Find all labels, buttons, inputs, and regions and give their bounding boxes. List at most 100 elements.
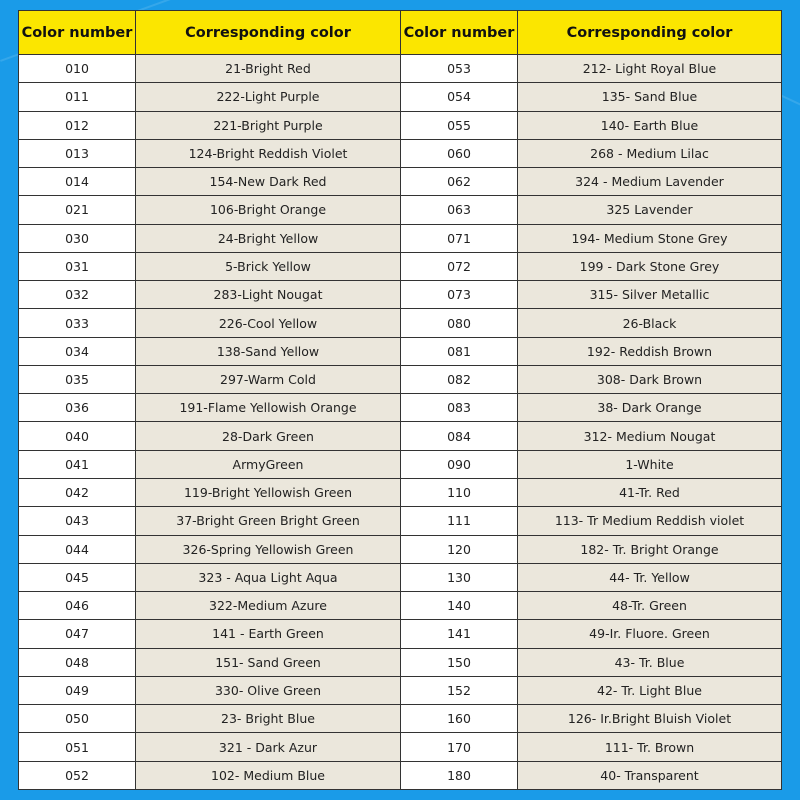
color-number-cell: 140 (400, 591, 518, 621)
color-number-cell: 072 (400, 251, 518, 282)
color-number-cell: 042 (18, 477, 136, 508)
corresponding-color-cell: 141 - Earth Green (135, 619, 401, 649)
header-row: Color number Corresponding color Color n… (18, 10, 782, 55)
corresponding-color-cell: 124-Bright Reddish Violet (135, 138, 401, 169)
color-number-cell: 040 (18, 421, 136, 451)
header-color-number: Color number (18, 10, 136, 55)
corresponding-color-cell: 226-Cool Yellow (135, 308, 401, 338)
color-number-cell: 152 (400, 675, 518, 706)
color-number-cell: 036 (18, 393, 136, 423)
color-number-cell: 033 (18, 308, 136, 338)
corresponding-color-cell: 222-Light Purple (135, 82, 401, 112)
color-number-cell: 141 (400, 619, 518, 649)
color-number-cell: 055 (400, 110, 518, 140)
corresponding-color-cell: 1-White (517, 449, 782, 479)
color-number-cell: 032 (18, 280, 136, 310)
corresponding-color-cell: 5-Brick Yellow (135, 251, 401, 282)
table-row: 049 330- Olive Green 152 42- Tr. Light Blue (18, 675, 782, 706)
color-number-cell: 170 (400, 732, 518, 762)
color-number-cell: 082 (400, 364, 518, 395)
color-number-cell: 110 (400, 477, 518, 508)
corresponding-color-cell: 24-Bright Yellow (135, 223, 401, 253)
corresponding-color-cell: 38- Dark Orange (517, 393, 782, 423)
corresponding-color-cell: 315- Silver Metallic (517, 280, 782, 310)
corresponding-color-cell: 113- Tr Medium Reddish violet (517, 506, 782, 536)
color-number-cell: 030 (18, 223, 136, 253)
corresponding-color-cell: 135- Sand Blue (517, 82, 782, 112)
table-row: 011 222-Light Purple 054 135- Sand Blue (18, 82, 782, 112)
color-number-cell: 047 (18, 619, 136, 649)
color-number-cell: 081 (400, 336, 518, 366)
corresponding-color-cell: 48-Tr. Green (517, 591, 782, 621)
color-number-cell: 013 (18, 138, 136, 169)
corresponding-color-cell: 326-Spring Yellowish Green (135, 534, 401, 564)
corresponding-color-cell: 138-Sand Yellow (135, 336, 401, 366)
color-number-cell: 021 (18, 195, 136, 225)
table-row: 052 102- Medium Blue 180 40- Transparent (18, 760, 782, 791)
corresponding-color-cell: 221-Bright Purple (135, 110, 401, 140)
color-number-table: Color number Corresponding color Color n… (18, 10, 782, 791)
table-row: 042 119-Bright Yellowish Green 110 41-Tr. R… (18, 477, 782, 508)
color-number-cell: 084 (400, 421, 518, 451)
color-number-cell: 090 (400, 449, 518, 479)
table-row: 034 138-Sand Yellow 081 192- Reddish Brown (18, 336, 782, 366)
corresponding-color-cell: 40- Transparent (517, 760, 782, 791)
corresponding-color-cell: 44- Tr. Yellow (517, 562, 782, 593)
color-number-cell: 011 (18, 82, 136, 112)
corresponding-color-cell: 37-Bright Green Bright Green (135, 506, 401, 536)
table-row: 031 5-Brick Yellow 072 199 - Dark Stone Gre… (18, 251, 782, 282)
corresponding-color-cell: 21-Bright Red (135, 53, 401, 84)
table-row: 041 ArmyGreen 090 1-White (18, 449, 782, 479)
table-row: 043 37-Bright Green Bright Green 111 113- T… (18, 506, 782, 536)
table-row: 036 191-Flame Yellowish Orange 083 38- Dark… (18, 393, 782, 423)
color-number-cell: 071 (400, 223, 518, 253)
corresponding-color-cell: 126- Ir.Bright Bluish Violet (517, 704, 782, 734)
color-number-cell: 050 (18, 704, 136, 734)
table-row: 051 321 - Dark Azur 170 111- Tr. Brown (18, 732, 782, 762)
corresponding-color-cell: 28-Dark Green (135, 421, 401, 451)
table-row: 045 323 - Aqua Light Aqua 130 44- Tr. Yello… (18, 562, 782, 593)
table-row: 048 151- Sand Green 150 43- Tr. Blue (18, 647, 782, 677)
corresponding-color-cell: 268 - Medium Lilac (517, 138, 782, 169)
table-row: 035 297-Warm Cold 082 308- Dark Brown (18, 364, 782, 395)
corresponding-color-cell: 49-Ir. Fluore. Green (517, 619, 782, 649)
corresponding-color-cell: 111- Tr. Brown (517, 732, 782, 762)
table-row: 012 221-Bright Purple 055 140- Earth Blue (18, 110, 782, 140)
corresponding-color-cell: 312- Medium Nougat (517, 421, 782, 451)
table-row: 040 28-Dark Green 084 312- Medium Nougat (18, 421, 782, 451)
color-number-cell: 044 (18, 534, 136, 564)
color-number-cell: 035 (18, 364, 136, 395)
color-number-cell: 063 (400, 195, 518, 225)
color-number-cell: 041 (18, 449, 136, 479)
corresponding-color-cell: 321 - Dark Azur (135, 732, 401, 762)
color-number-cell: 034 (18, 336, 136, 366)
color-number-cell: 080 (400, 308, 518, 338)
corresponding-color-cell: 297-Warm Cold (135, 364, 401, 395)
corresponding-color-cell: 42- Tr. Light Blue (517, 675, 782, 706)
corresponding-color-cell: 192- Reddish Brown (517, 336, 782, 366)
color-number-cell: 045 (18, 562, 136, 593)
corresponding-color-cell: 182- Tr. Bright Orange (517, 534, 782, 564)
color-number-cell: 046 (18, 591, 136, 621)
table-row: 050 23- Bright Blue 160 126- Ir.Bright Blui… (18, 704, 782, 734)
color-number-cell: 048 (18, 647, 136, 677)
color-number-cell: 054 (400, 82, 518, 112)
corresponding-color-cell: 308- Dark Brown (517, 364, 782, 395)
color-number-cell: 083 (400, 393, 518, 423)
corresponding-color-cell: 26-Black (517, 308, 782, 338)
corresponding-color-cell: 283-Light Nougat (135, 280, 401, 310)
corresponding-color-cell: 119-Bright Yellowish Green (135, 477, 401, 508)
color-number-cell: 012 (18, 110, 136, 140)
corresponding-color-cell: 140- Earth Blue (517, 110, 782, 140)
header-corresponding-color: Corresponding color (517, 10, 782, 55)
header-corresponding-color: Corresponding color (135, 10, 401, 55)
corresponding-color-cell: 325 Lavender (517, 195, 782, 225)
table-row: 044 326-Spring Yellowish Green 120 182- Tr.… (18, 534, 782, 564)
corresponding-color-cell: ArmyGreen (135, 449, 401, 479)
color-number-cell: 031 (18, 251, 136, 282)
table-row: 021 106-Bright Orange 063 325 Lavender (18, 195, 782, 225)
header-color-number: Color number (400, 10, 518, 55)
table-row: 032 283-Light Nougat 073 315- Silver Metall… (18, 280, 782, 310)
table-row: 047 141 - Earth Green 141 49-Ir. Fluore. Gr… (18, 619, 782, 649)
color-number-cell: 073 (400, 280, 518, 310)
